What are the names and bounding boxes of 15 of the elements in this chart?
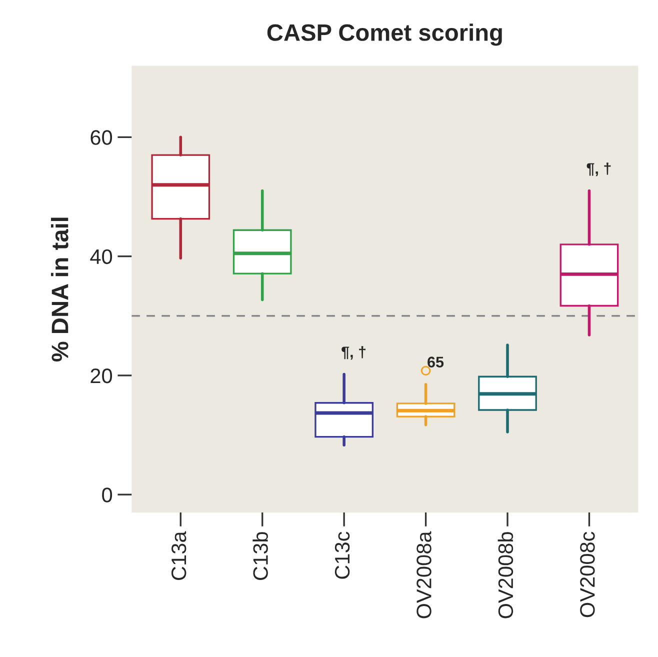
y-axis-title: % DNA in tail [51, 218, 68, 362]
x-tick-label: OV2008c [580, 532, 595, 618]
chart-title: CASP Comet scoring [267, 24, 502, 46]
x-tick-label: C13b [252, 532, 268, 580]
x-tick-label: C13c [334, 532, 350, 579]
annotation: ¶, † [342, 346, 366, 360]
y-tick-label: 60 [90, 130, 112, 145]
x-tick-label: OV2008a [416, 531, 432, 618]
y-tick-label: 0 [102, 488, 112, 502]
x-tick-label: OV2008b [498, 532, 514, 618]
annotation: ¶, † [586, 162, 611, 176]
y-tick-label: 40 [90, 249, 112, 264]
y-tick-label: 20 [90, 368, 112, 384]
annotation: 65 [428, 356, 444, 368]
x-tick-label: C13a [171, 531, 186, 580]
